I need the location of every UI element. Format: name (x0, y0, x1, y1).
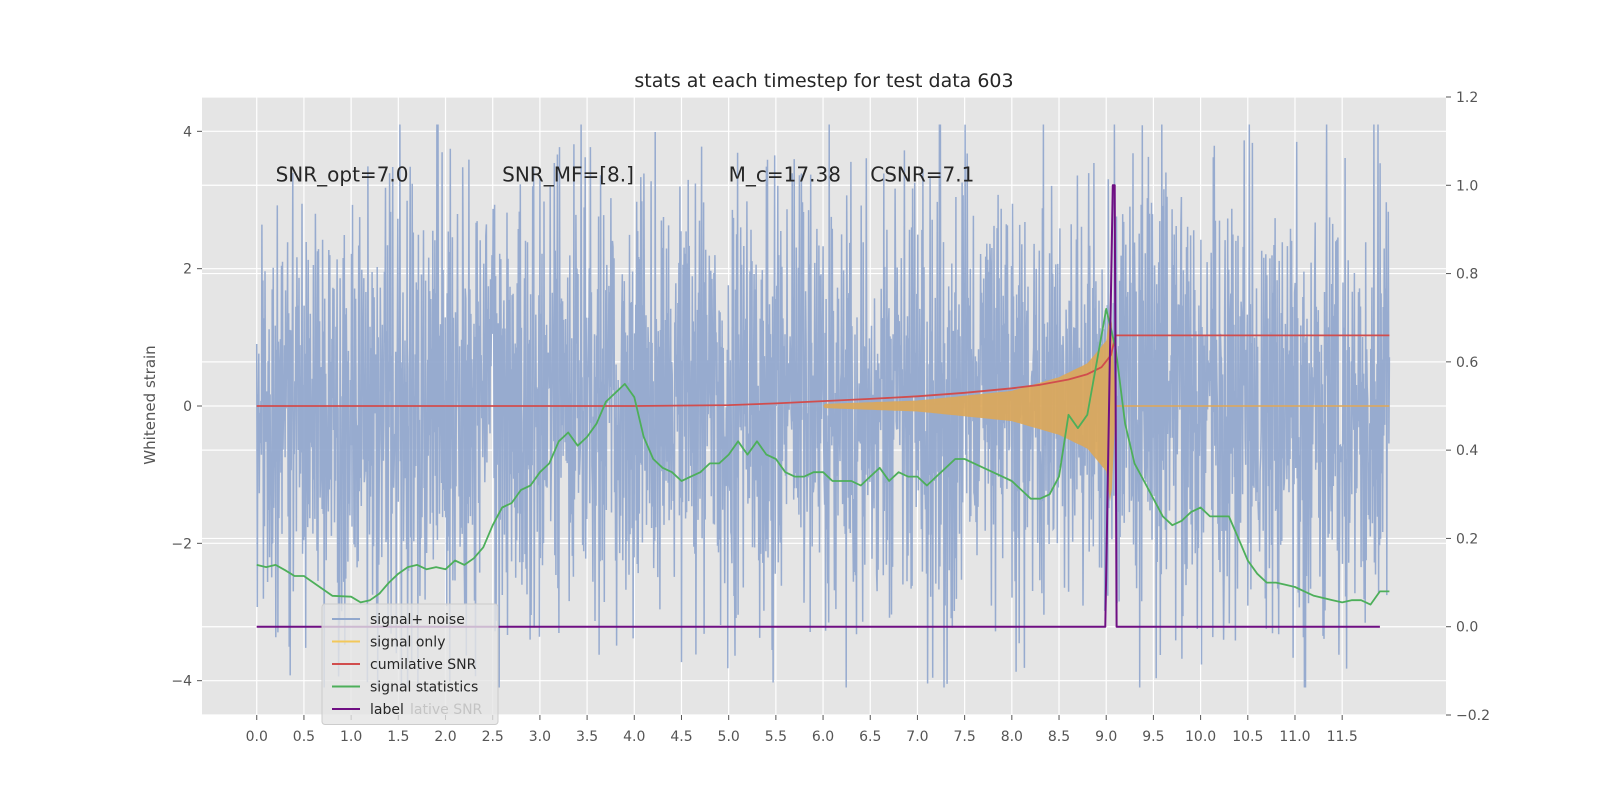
legend-overlap-text: lative SNR (410, 702, 483, 718)
annotation-text: M_c=17.38 (729, 162, 841, 186)
x-tick-label: 2.5 (482, 729, 504, 745)
x-tick-label: 8.5 (1048, 729, 1070, 745)
y-tick-label: 2 (183, 262, 192, 278)
x-tick-label: 9.0 (1095, 729, 1117, 745)
x-tick-label: 10.0 (1185, 729, 1216, 745)
legend-box (321, 603, 499, 725)
y2-tick-label: 0.0 (1456, 620, 1478, 636)
y-tick-label: −4 (171, 674, 192, 690)
legend-entry-label: signal+ noise (370, 612, 465, 628)
y-tick-label: 4 (183, 124, 192, 140)
annotations: SNR_opt=7.0 SNR_MF=[8.] M_c=17.38 CSNR=7.1 (276, 162, 975, 186)
x-tick-label: 3.5 (576, 729, 598, 745)
series-signal-only-band (804, 310, 1116, 502)
x-tick-label: 1.0 (340, 729, 362, 745)
legend: lative SNR signal+ noise signal only cumila… (321, 603, 499, 725)
x-tick-label: 5.5 (765, 729, 787, 745)
y2-tick-label: 0.6 (1456, 355, 1478, 371)
annotation-text: CSNR=7.1 (870, 162, 974, 186)
x-tick-label: 5.0 (718, 729, 740, 745)
series-signal-noise-line (255, 124, 1391, 688)
x-tick-label: 0.5 (293, 729, 315, 745)
x-tick-label: 11.0 (1279, 729, 1310, 745)
y-axis-label: Whitened strain (141, 345, 159, 464)
x-tick-label: 7.5 (954, 729, 976, 745)
series-label-line (256, 184, 1380, 628)
y2-tick-label: 0.4 (1456, 443, 1478, 459)
x-tick-label: 0.0 (246, 729, 268, 745)
y-tick-label: −2 (171, 536, 192, 552)
series-signal-statistics-line (256, 308, 1390, 606)
x-tick-label: 3.0 (529, 729, 551, 745)
x-tick-label: 7.0 (906, 729, 928, 745)
annotation-text: SNR_MF=[8.] (502, 162, 634, 186)
x-tick-label: 6.0 (812, 729, 834, 745)
legend-entry-label: label (370, 702, 404, 718)
x-tick-label: 9.5 (1142, 729, 1164, 745)
legend-entry-label: signal only (370, 635, 445, 651)
series-cumulative-snr-line (256, 334, 1390, 407)
chart-title: stats at each timestep for test data 603 (634, 70, 1013, 92)
x-tick-label: 11.5 (1327, 729, 1358, 745)
x-tick-label: 1.5 (387, 729, 409, 745)
x-tick-label: 4.0 (623, 729, 645, 745)
legend-entry-label: cumilative SNR (370, 657, 477, 673)
x-tick-label: 8.0 (1001, 729, 1023, 745)
x-tick-label: 6.5 (859, 729, 881, 745)
x-tick-label: 4.5 (670, 729, 692, 745)
y-tick-label: 0 (183, 399, 192, 415)
x-tick-label: 2.0 (434, 729, 456, 745)
y2-tick-label: 0.8 (1456, 267, 1478, 283)
legend-entry-label: signal statistics (370, 680, 478, 696)
y2-tick-label: 1.2 (1456, 90, 1478, 106)
y2-tick-label: 1.0 (1456, 178, 1478, 194)
y2-tick-label: 0.2 (1456, 531, 1478, 547)
annotation-text: SNR_opt=7.0 (276, 162, 409, 186)
y2-tick-label: −0.2 (1456, 708, 1490, 724)
x-tick-label: 10.5 (1232, 729, 1263, 745)
